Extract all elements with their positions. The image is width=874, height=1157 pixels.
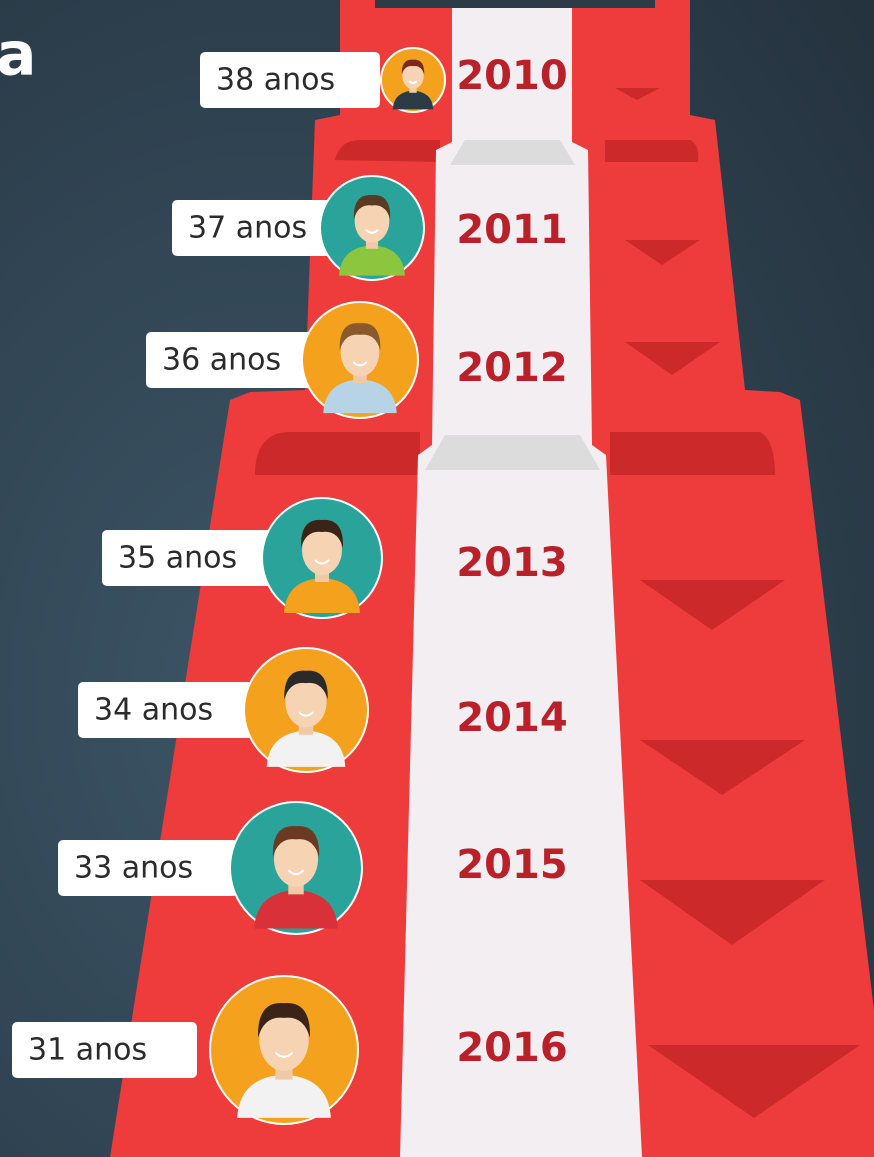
step: 33 anos 2015 — [58, 801, 568, 935]
avatar-body — [237, 1074, 331, 1118]
age-label-box — [102, 530, 277, 586]
avatar-hair — [339, 323, 381, 351]
avatar — [380, 47, 446, 113]
age-label: 33 anos — [74, 851, 193, 886]
age-label-box — [146, 332, 316, 388]
age-label-box — [12, 1022, 197, 1078]
avatar-face — [340, 328, 380, 377]
title: a — [0, 20, 37, 90]
age-label: 36 anos — [162, 343, 281, 378]
year: 2014 — [456, 695, 567, 741]
year: 2012 — [456, 345, 567, 391]
age-label: 37 anos — [188, 211, 307, 246]
avatar-smile — [408, 80, 418, 84]
avatar-face — [302, 525, 342, 575]
age-label: 34 anos — [94, 693, 213, 728]
age-label-box — [200, 52, 380, 108]
step: 34 anos 2014 — [78, 647, 568, 773]
avatar-face — [274, 831, 318, 887]
age-label: 31 anos — [28, 1033, 147, 1068]
age-label-box — [78, 682, 253, 738]
avatar-body — [392, 90, 434, 110]
avatar-smile — [274, 1051, 294, 1058]
year: 2013 — [456, 540, 567, 586]
avatar-hair — [353, 194, 391, 220]
avatar-face — [402, 62, 424, 90]
avatar-smile — [365, 228, 379, 234]
avatar-hair — [300, 519, 344, 548]
avatar-body — [254, 890, 338, 929]
step: 37 anos 2011 — [172, 175, 568, 281]
avatar-hair — [401, 59, 425, 75]
avatar — [243, 647, 369, 773]
avatar-hair — [284, 670, 328, 700]
year: 2015 — [456, 842, 567, 888]
avatar-face — [354, 199, 390, 243]
avatar-hair — [272, 826, 320, 857]
step: 36 anos 2012 — [146, 301, 568, 419]
avatar — [319, 175, 425, 281]
step: 31 anos 2016 — [12, 975, 568, 1125]
avatar-smile — [298, 711, 314, 717]
age-label-box — [58, 840, 238, 896]
avatar-smile — [287, 869, 305, 876]
avatar-smile — [352, 361, 368, 367]
year: 2011 — [456, 207, 567, 253]
avatar-body — [266, 730, 346, 767]
avatar — [229, 801, 363, 935]
step: 35 anos 2013 — [102, 497, 568, 619]
avatar — [261, 497, 383, 619]
age-label: 35 anos — [118, 541, 237, 576]
avatar — [209, 975, 359, 1125]
step: 38 anos 2010 — [200, 47, 568, 113]
avatar-smile — [314, 559, 330, 565]
steps: 38 anos 2010 37 anos 2011 36 anos 2012 35 anos… — [12, 47, 568, 1125]
avatar-face — [285, 675, 327, 728]
avatar-hair — [258, 1002, 310, 1038]
avatar-body — [323, 379, 397, 414]
year: 2010 — [456, 53, 567, 99]
year: 2016 — [456, 1025, 567, 1071]
avatar-face — [259, 1009, 309, 1071]
age-label-box — [172, 200, 342, 256]
age-label: 38 anos — [216, 63, 335, 98]
avatar-body — [339, 245, 405, 276]
avatar-body — [284, 578, 360, 613]
avatar — [301, 301, 419, 419]
